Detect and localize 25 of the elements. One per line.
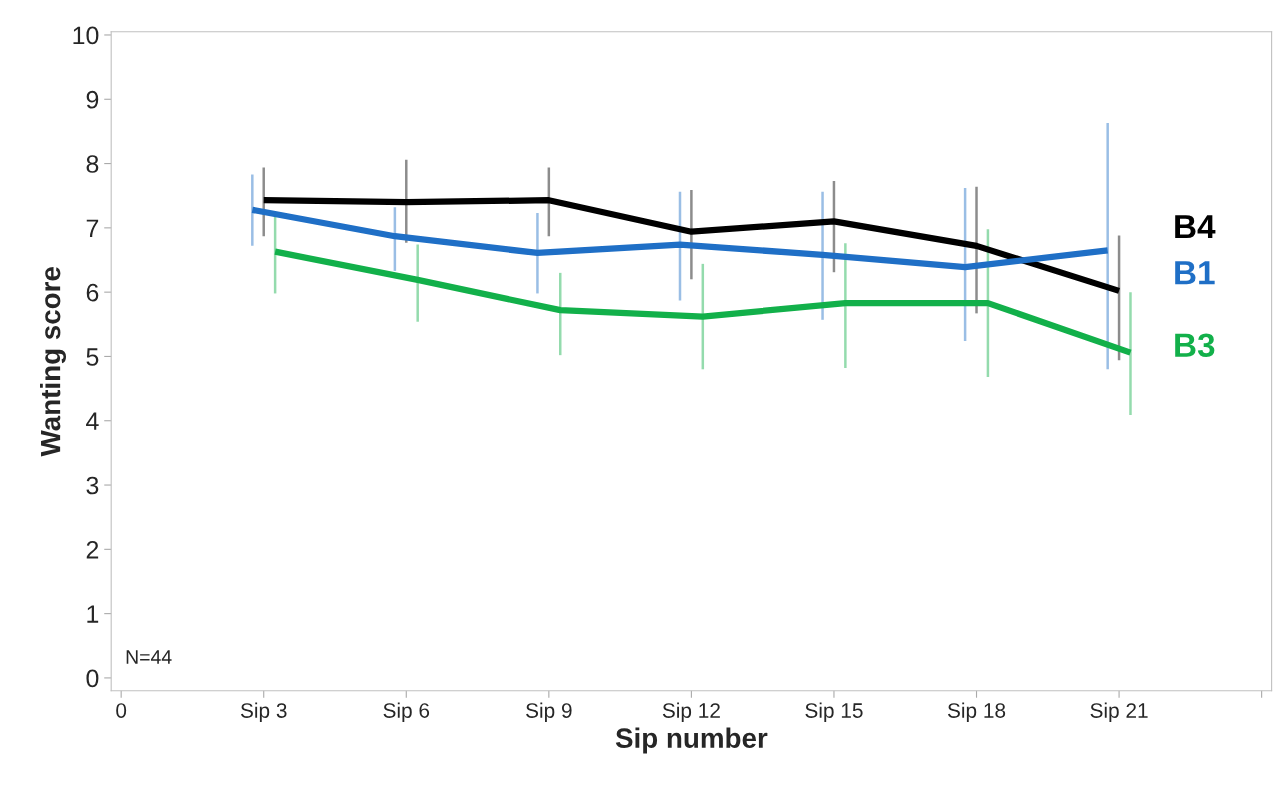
y-tick-label: 10	[73, 26, 99, 45]
x-tick-label: Sip 15	[805, 702, 863, 723]
y-tick-label: 1	[87, 605, 99, 623]
x-tick-label: Sip 9	[526, 702, 572, 723]
text: B1	[1175, 261, 1215, 285]
y-tick-label: 9	[86, 90, 99, 109]
text: B4	[1175, 215, 1216, 239]
y-tick-label: 4	[86, 412, 99, 430]
y-tick-label: 5	[86, 348, 99, 366]
y-tick-label: 8	[86, 155, 99, 173]
y-tick-label: 3	[86, 476, 99, 495]
x-tick-label: Sip 12	[662, 702, 720, 723]
x-tick-label: Sip 21	[1090, 702, 1148, 723]
x-tick-label: Sip 6	[383, 702, 430, 723]
x-tick-label: Sip 3	[240, 702, 287, 723]
x-tick-label: Sip 18	[947, 702, 1006, 723]
series-label: B3	[1175, 333, 1215, 358]
y-tick-label: 7	[86, 219, 99, 237]
x-tick-label: 0	[116, 703, 127, 718]
y-axis-title: Wanting score	[40, 267, 67, 457]
annotation: N=44	[126, 650, 172, 664]
y-tick-label: 0	[86, 669, 99, 688]
y-tick-label: 2	[86, 540, 99, 559]
y-tick-label: 6	[86, 283, 99, 302]
x-axis-title: Sip number	[615, 727, 768, 754]
